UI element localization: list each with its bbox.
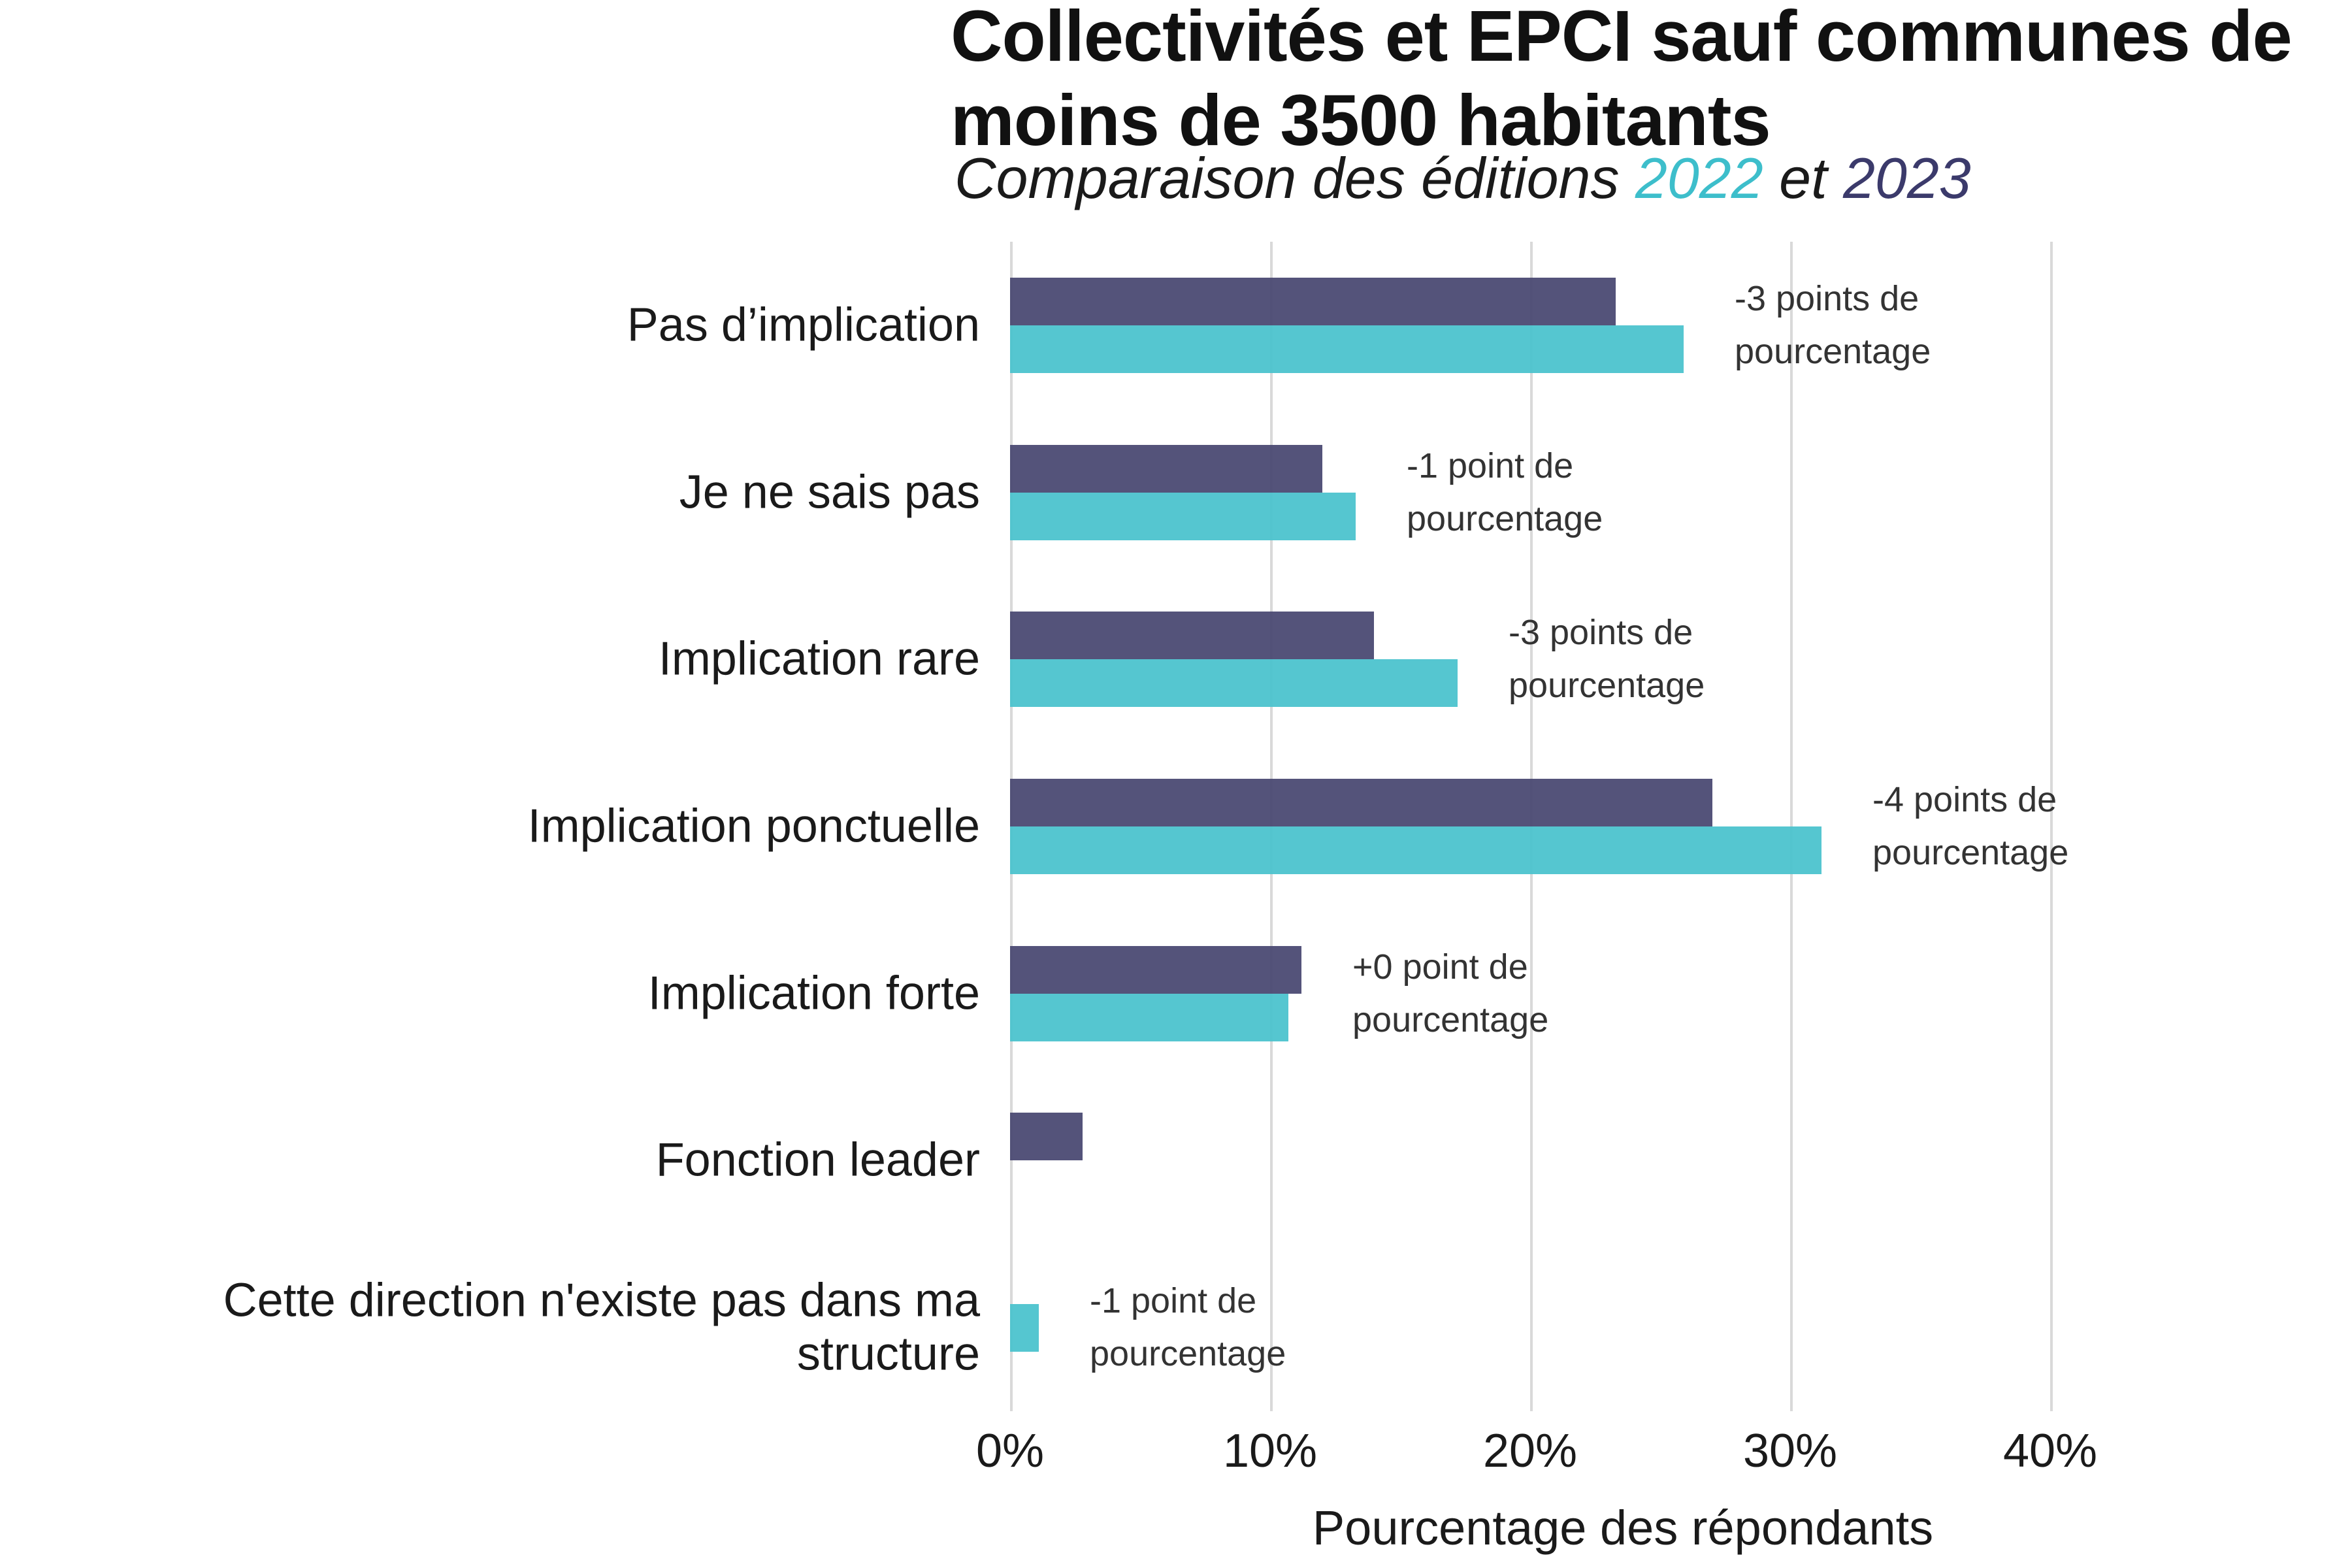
delta-annotation: -1 point de pourcentage — [1090, 1275, 1286, 1380]
category-label: Implication ponctuelle — [527, 800, 980, 853]
category-label: Pas d’implication — [627, 299, 980, 351]
x-axis-title: Pourcentage des répondants — [1312, 1501, 1934, 1555]
category-label: Je ne sais pas — [679, 465, 980, 518]
delta-annotation: -4 points de pourcentage — [1872, 774, 2068, 879]
x-tick-label: 30% — [1742, 1425, 1838, 1477]
category-label: Fonction leader — [655, 1134, 980, 1186]
delta-annotation-line: -3 points de — [1509, 613, 1693, 653]
plot-panel — [1010, 242, 2234, 1411]
category-label: Implication rare — [658, 632, 980, 685]
delta-annotation: -1 point de pourcentage — [1407, 440, 1603, 546]
delta-annotation-line: -1 point de — [1407, 446, 1574, 485]
subtitle-year-2023: 2023 — [1842, 146, 1971, 210]
chart-title: Collectivités et EPCI sauf communes de m… — [951, 0, 2293, 163]
bar-2022-row5 — [1010, 993, 1288, 1041]
delta-annotation-line: -1 point de — [1090, 1281, 1257, 1321]
bar-2022-row2 — [1010, 492, 1356, 540]
x-tick-label: 0% — [975, 1425, 1045, 1477]
delta-annotation-line: -4 points de — [1872, 780, 2057, 819]
bar-2023-row6 — [1010, 1113, 1083, 1161]
x-tick-label: 20% — [1482, 1425, 1578, 1477]
bar-2023-row3 — [1010, 612, 1374, 660]
subtitle-text: Comparaison des éditions — [955, 146, 1635, 210]
delta-annotation: -3 points de pourcentage — [1509, 606, 1705, 712]
bar-2022-row7 — [1010, 1303, 1039, 1352]
bar-2022-row1 — [1010, 325, 1684, 373]
x-tick-label: 40% — [2002, 1425, 2098, 1477]
delta-annotation-line: pourcentage — [1509, 666, 1705, 706]
chart-subtitle: Comparaison des éditions 2022 et 2023 — [955, 145, 1971, 212]
subtitle-year-2022: 2022 — [1635, 146, 1763, 210]
delta-annotation: -3 points de pourcentage — [1735, 272, 1931, 378]
bar-2023-row4 — [1010, 779, 1712, 826]
gridline-40% — [2050, 242, 2053, 1411]
x-tick-label: 10% — [1222, 1425, 1318, 1477]
category-label: Implication forte — [647, 967, 980, 1020]
delta-annotation-line: pourcentage — [1407, 498, 1603, 538]
bar-2023-row5 — [1010, 945, 1301, 994]
chart-title-line1: Collectivités et EPCI sauf communes de — [951, 0, 2293, 76]
bar-2022-row4 — [1010, 826, 1821, 874]
bar-2023-row2 — [1010, 444, 1322, 493]
delta-annotation-line: pourcentage — [1090, 1334, 1286, 1374]
category-label: Cette direction n'existe pas dans ma str… — [223, 1274, 980, 1380]
delta-annotation-line: pourcentage — [1872, 833, 2069, 872]
delta-annotation-line: -3 points de — [1735, 278, 1919, 318]
chart-title-line2: moins de 3500 habitants — [951, 80, 1771, 161]
delta-annotation-line: pourcentage — [1735, 331, 1931, 371]
delta-annotation-line: +0 point de — [1352, 947, 1528, 987]
bar-2022-row3 — [1010, 659, 1458, 708]
subtitle-text: et — [1763, 146, 1843, 210]
delta-annotation: +0 point de pourcentage — [1352, 941, 1548, 1047]
delta-annotation-line: pourcentage — [1352, 1000, 1549, 1039]
bar-2023-row1 — [1010, 277, 1616, 325]
